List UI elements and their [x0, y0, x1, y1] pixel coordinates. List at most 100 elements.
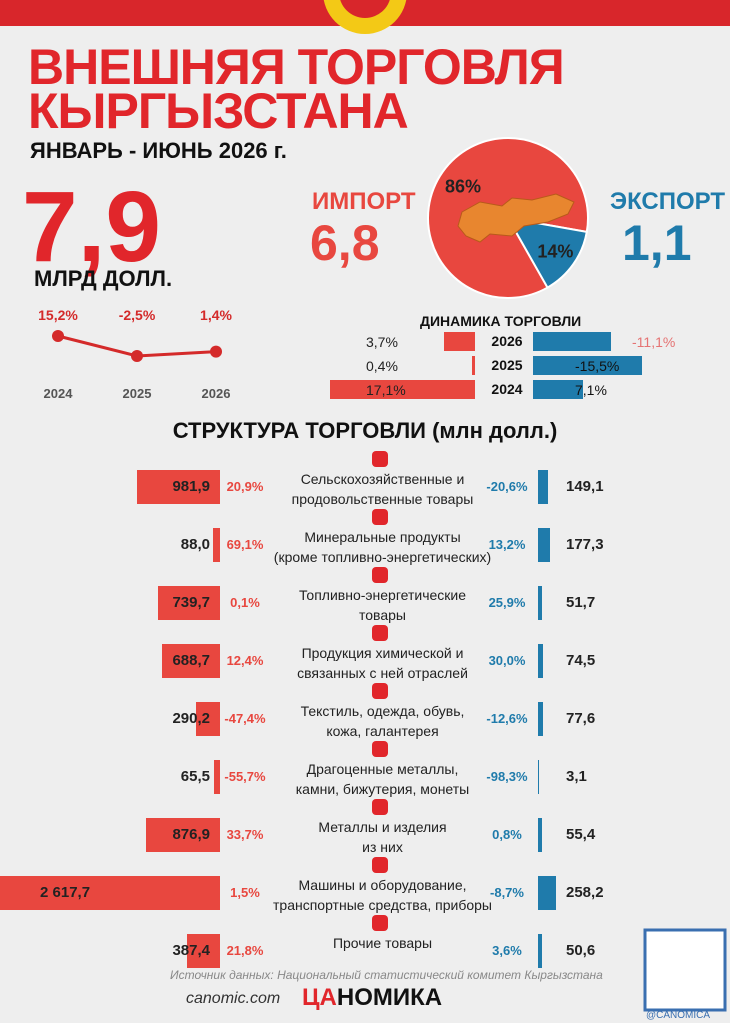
value-label: 177,3	[566, 536, 604, 553]
category-label: Сельскохозяйственные и продовольственные…	[291, 471, 474, 507]
value-label: 3,1	[566, 768, 587, 785]
change-label: -98,3%	[486, 769, 528, 784]
value-label: 17,1%	[366, 382, 406, 398]
bar	[0, 876, 220, 910]
value-label: 65,5	[180, 768, 210, 785]
logo: ЦАНОМИКА	[302, 984, 442, 1012]
bar	[146, 818, 220, 852]
category-label: Драгоценные металлы, камни, бижутерия, м…	[295, 761, 470, 797]
value-label: 290,2	[172, 710, 210, 727]
value-label: 876,9	[172, 826, 210, 843]
x-tick-label: 2024	[44, 386, 74, 401]
change-label: 13,2%	[488, 537, 526, 552]
category-label: Прочие товары	[332, 935, 433, 951]
bar	[329, 380, 475, 399]
import-total: 6,8	[310, 215, 380, 271]
value-label: 387,4	[172, 942, 210, 959]
y-tick-label: 2026	[491, 333, 523, 349]
category-icon	[372, 567, 388, 583]
bar	[187, 934, 220, 968]
export-label: ЭКСПОРТ	[610, 188, 726, 215]
change-label: 1,5%	[230, 885, 260, 900]
value-label: 88,0	[180, 536, 210, 553]
total: 7,9	[22, 171, 162, 283]
value-label: 55,4	[566, 826, 596, 843]
bar	[195, 702, 220, 736]
total-unit: МЛРД ДОЛЛ.	[34, 266, 173, 291]
bar	[533, 356, 642, 375]
map	[457, 193, 575, 243]
category-icon	[372, 741, 388, 757]
value-label: 7,1%	[575, 382, 607, 398]
x-tick-label: 2026	[202, 386, 231, 401]
site: canomic.com	[186, 990, 281, 1007]
handle: @CANOMICA	[646, 1010, 711, 1021]
period: ЯНВАРЬ - ИЮНЬ 2026 г.	[30, 138, 287, 163]
value-label: 3,7%	[366, 334, 398, 350]
bar	[471, 356, 475, 375]
structure-title: СТРУКТУРА ТОРГОВЛИ (млн долл.)	[172, 418, 558, 443]
change-label: 30,0%	[488, 653, 526, 668]
point	[131, 350, 143, 362]
category-label: Продукция химической и связанных с ней о…	[297, 645, 468, 681]
pie-label: 14%	[537, 241, 573, 261]
y-tick-label: 2024	[491, 381, 523, 397]
value-label: 77,6	[566, 710, 596, 727]
x-tick-label: 2025	[123, 386, 152, 401]
category-label: Металлы и изделия из них	[318, 819, 447, 855]
value-label: 74,5	[566, 652, 596, 669]
change-label: -8,7%	[490, 885, 524, 900]
value-label: 981,9	[172, 478, 210, 495]
category-icon	[372, 683, 388, 699]
value-label: 688,7	[172, 652, 210, 669]
bar	[157, 586, 220, 620]
category-icon	[372, 799, 388, 815]
category-label: Минеральные продукты (кроме топливно-эне…	[273, 529, 492, 565]
bar	[538, 818, 542, 852]
value-label: -11,1%	[632, 334, 676, 350]
bar	[162, 644, 220, 678]
change-label: 3,6%	[492, 943, 522, 958]
source: Источник данных: Национальный статистиче…	[170, 968, 603, 982]
category-label: Текстиль, одежда, обувь, кожа, галантере…	[300, 703, 465, 739]
value-label: -15,5%	[575, 358, 620, 374]
category-label: Топливно-энергетические товары	[298, 587, 467, 623]
change-label: -20,6%	[486, 479, 528, 494]
category-icon	[372, 509, 388, 525]
change-label: -47,4%	[224, 711, 266, 726]
bar	[533, 332, 611, 351]
bar	[538, 644, 544, 678]
value-label: 258,2	[566, 884, 604, 901]
value-label: 51,7	[566, 594, 596, 611]
bar	[214, 760, 220, 794]
change-label: 20,9%	[226, 479, 264, 494]
change-label: 25,9%	[488, 595, 526, 610]
point	[52, 330, 64, 342]
value-label: 50,6	[566, 942, 596, 959]
logo-left: ЦА	[302, 984, 337, 1011]
import-label: ИМПОРТ	[312, 188, 416, 215]
change-label: 21,8%	[226, 943, 264, 958]
bar	[538, 876, 557, 910]
category-label: Машины и оборудование, транспортные сред…	[273, 877, 492, 913]
change-label: 12,4%	[226, 653, 264, 668]
title: КЫРГЫЗСТАНА	[28, 83, 409, 139]
y-tick-label: 2025	[491, 357, 523, 373]
change-label: 0,8%	[492, 827, 522, 842]
pie-label: 86%	[445, 176, 481, 196]
bar	[538, 470, 549, 504]
value-label: 0,4%	[366, 358, 398, 374]
qr-code	[643, 928, 727, 1012]
value-label: -2,5%	[119, 307, 156, 323]
bar	[212, 528, 220, 562]
flag-sun-inner	[340, 0, 390, 18]
bar	[137, 470, 220, 504]
logo-right: НОМИКА	[336, 984, 443, 1011]
value-label: 739,7	[172, 594, 210, 611]
bar	[533, 380, 583, 399]
value-label: 1,4%	[200, 307, 232, 323]
point	[210, 345, 222, 358]
title: ВНЕШНЯЯ ТОРГОВЛЯ	[28, 39, 565, 95]
